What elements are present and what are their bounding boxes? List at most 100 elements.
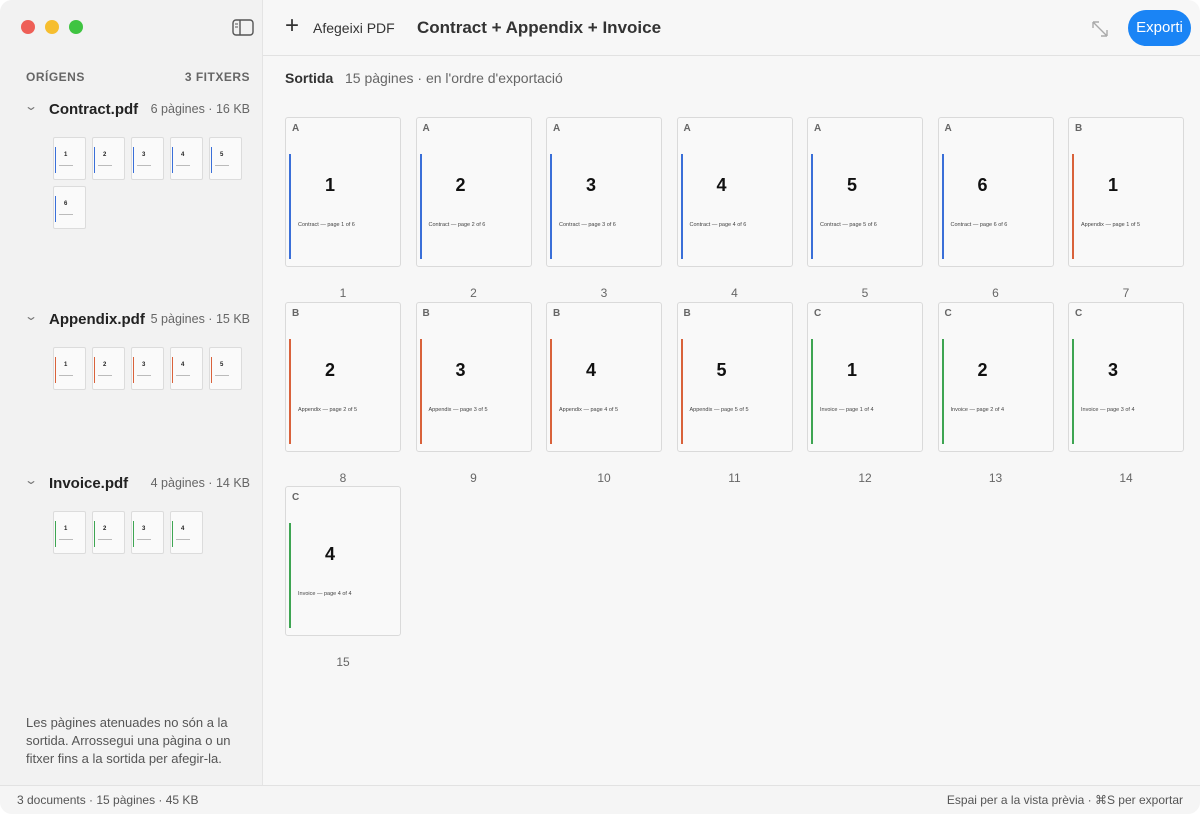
source-bar — [1072, 154, 1074, 259]
page-card[interactable]: B 5 Appendix — page 5 of 5 — [676, 301, 793, 452]
thumb-bar — [172, 147, 173, 173]
thumb-bar — [55, 357, 56, 383]
export-button[interactable]: Exporti — [1128, 10, 1191, 46]
thumb-number: 1 — [64, 152, 68, 158]
page-number: 4 — [716, 175, 727, 195]
thumb-bar — [133, 521, 134, 547]
page-caption: Contract — page 1 of 6 — [298, 222, 355, 228]
page-thumbnail: 6 — [53, 186, 86, 229]
thumb-line — [59, 539, 73, 540]
thumb-line — [176, 165, 190, 166]
thumb-number: 4 — [181, 362, 185, 368]
file-header: ⌄ Appendix.pdf 5 pàgines · 15 KB — [23, 309, 250, 330]
page-thumbnail: 2 — [92, 137, 125, 180]
source-bar — [680, 154, 683, 259]
page-card[interactable]: B 4 Appendix — page 4 of 5 — [546, 301, 662, 452]
position-label: 8 — [339, 470, 347, 485]
position-label: 4 — [731, 286, 738, 300]
page-card[interactable]: C 2 Invoice — page 2 of 4 — [937, 301, 1054, 452]
source-letter: B — [553, 307, 561, 319]
close-button[interactable] — [21, 20, 35, 34]
page-caption: Appendix — page 4 of 5 — [559, 406, 619, 413]
thumb-number: 3 — [142, 526, 146, 532]
thumb-number: 4 — [181, 152, 185, 158]
page-number: 5 — [846, 175, 857, 195]
page-thumbnail: 4 — [170, 511, 203, 554]
source-bar — [550, 154, 552, 259]
page-thumbnail: 4 — [170, 347, 203, 390]
file-meta: 5 pàgines · 15 KB — [150, 312, 250, 326]
status-bar: 3 documents · 15 pàgines · 45 KB Espai p… — [0, 785, 1200, 814]
thumb-line — [98, 165, 112, 166]
page-number: 5 — [716, 359, 727, 380]
page-card[interactable]: A 3 Contract — page 3 of 6 — [546, 117, 662, 267]
file-name: Appendix.pdf — [49, 311, 145, 328]
thumb-line — [98, 539, 112, 540]
thumb-number: 5 — [220, 152, 224, 158]
position-label: 12 — [858, 470, 872, 485]
file-name: Contract.pdf — [49, 101, 139, 118]
add-pdf-button[interactable]: Afegeixi PDF — [313, 20, 395, 36]
plus-icon[interactable]: + — [285, 12, 300, 39]
thumb-line — [137, 165, 151, 166]
thumb-line — [137, 375, 151, 376]
thumb-number: 1 — [64, 362, 68, 368]
page-number: 1 — [324, 175, 335, 195]
thumb-number: 2 — [103, 362, 107, 368]
zoom-button[interactable] — [69, 20, 83, 34]
chevron: ⌄ — [23, 309, 39, 323]
thumb-line — [59, 375, 73, 376]
position-label: 13 — [988, 470, 1003, 485]
source-letter: C — [1075, 307, 1083, 319]
page-caption: Appendix — page 3 of 5 — [428, 406, 488, 413]
fullscreen-icon[interactable] — [1090, 19, 1110, 39]
page-card[interactable]: A 5 Contract — page 5 of 6 — [807, 117, 923, 267]
page-card[interactable]: B 1 Appendix — page 1 of 5 — [1068, 117, 1184, 267]
page-thumbnail: 3 — [131, 511, 164, 554]
source-bar — [419, 154, 422, 259]
page-card[interactable]: C 4 Invoice — page 4 of 4 — [285, 486, 401, 636]
thumb-bar — [211, 357, 212, 383]
file-count: 3 FITXERS — [184, 70, 250, 84]
page-card[interactable]: C 1 Invoice — page 1 of 4 — [807, 301, 923, 452]
page-number: 2 — [455, 175, 466, 195]
source-bar — [1072, 338, 1074, 444]
page-card[interactable]: A 1 Contract — page 1 of 6 — [285, 117, 401, 267]
source-bar — [419, 338, 422, 444]
thumb-line — [59, 165, 73, 166]
position-label: 1 — [339, 286, 347, 300]
thumb-line — [176, 375, 190, 376]
position-label: 10 — [597, 470, 611, 485]
page-thumbnail: 1 — [53, 347, 86, 390]
source-letter: B — [422, 307, 430, 319]
page-number: 6 — [977, 175, 988, 195]
status-right: Espai per a la vista prèvia · ⌘S per exp… — [946, 793, 1183, 807]
page-number: 4 — [585, 359, 596, 380]
page-card[interactable]: B 2 Appendix — page 2 of 5 — [285, 301, 401, 452]
output-heading: Sortida — [285, 70, 334, 86]
page-card[interactable]: C 3 Invoice — page 3 of 4 — [1068, 301, 1184, 452]
thumb-number: 3 — [142, 152, 146, 158]
thumb-line — [215, 375, 229, 376]
sidebar-toggle[interactable] — [232, 19, 254, 37]
source-letter: C — [944, 307, 952, 319]
source-bar — [941, 154, 944, 259]
page-card[interactable]: A 2 Contract — page 2 of 6 — [415, 117, 532, 267]
thumb-number: 1 — [64, 526, 68, 532]
source-letter: A — [944, 123, 952, 134]
chevron: ⌄ — [23, 99, 39, 113]
page-card[interactable]: A 4 Contract — page 4 of 6 — [676, 117, 793, 267]
page-number: 1 — [1107, 175, 1118, 195]
page-caption: Contract — page 4 of 6 — [689, 222, 747, 228]
position-label: 9 — [470, 470, 477, 485]
page-card[interactable]: A 6 Contract — page 6 of 6 — [937, 117, 1054, 267]
minimize-button[interactable] — [45, 20, 59, 34]
thumb-bar — [211, 147, 212, 173]
page-caption: Appendix — page 5 of 5 — [689, 406, 749, 413]
thumb-bar — [133, 357, 134, 383]
source-bar — [550, 338, 552, 444]
page-card[interactable]: B 3 Appendix — page 3 of 5 — [415, 301, 532, 452]
thumb-number: 2 — [103, 152, 107, 158]
page-number: 3 — [1107, 359, 1118, 380]
